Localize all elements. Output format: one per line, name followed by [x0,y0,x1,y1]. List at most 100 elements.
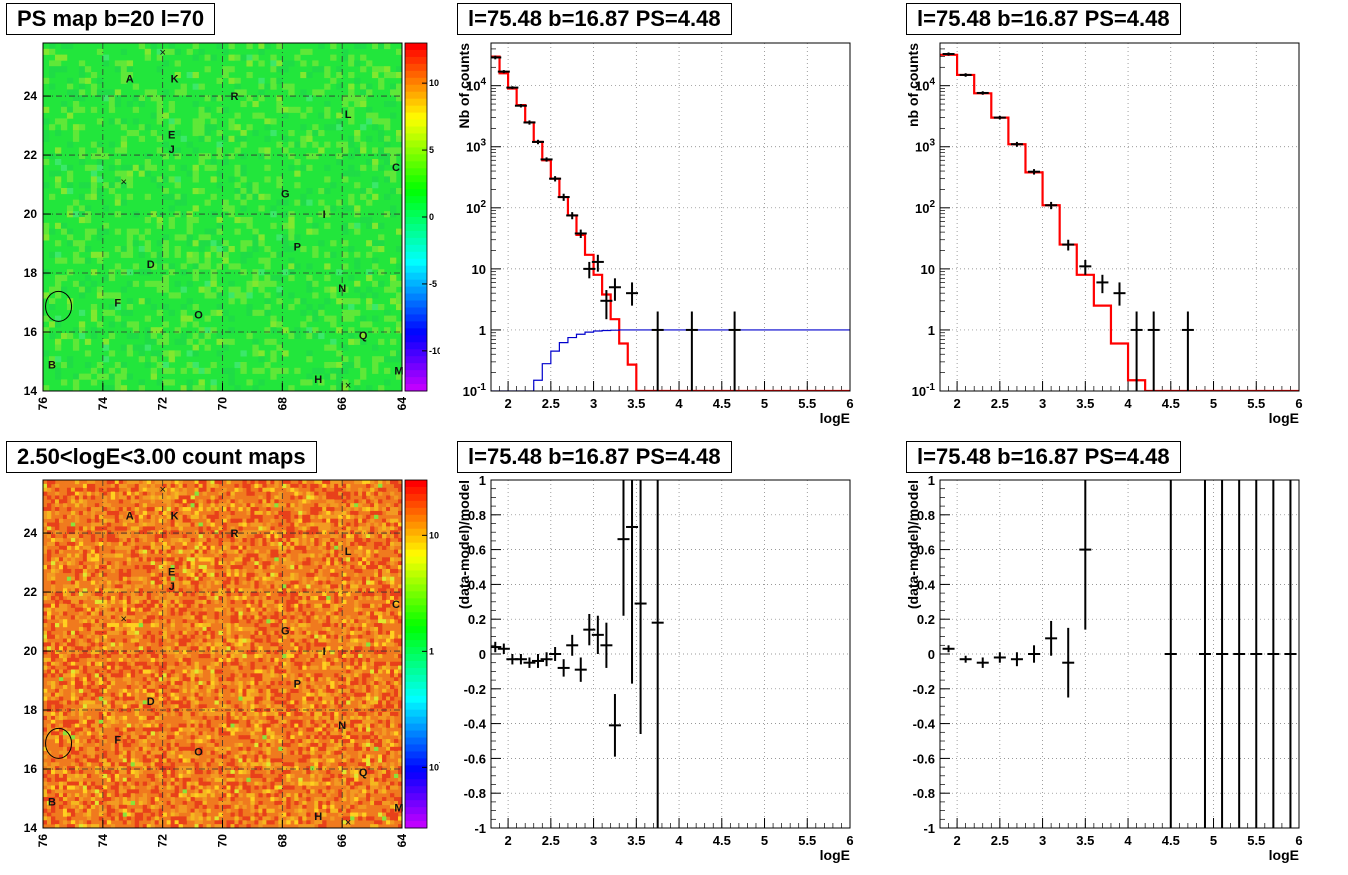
map-pixel [66,739,72,744]
map-pixel [354,95,361,102]
map-pixel [206,781,211,786]
map-pixel [270,338,277,345]
map-pixel [114,228,122,235]
map-pixel [294,712,299,717]
map-pixel [50,665,56,670]
map-pixel [354,170,361,177]
map-pixel [114,770,120,775]
map-pixel [266,777,271,782]
map-pixel [84,164,92,171]
map-pixel [102,712,108,717]
map-pixel [142,804,148,809]
map-pixel [202,812,207,817]
map-pixel [182,789,187,794]
map-pixel [286,735,291,740]
map-pixel [54,495,60,500]
map-pixel [298,793,303,798]
map-pixel [146,824,151,829]
map-pixel [182,681,187,686]
map-pixel [298,727,303,732]
map-pixel [170,762,175,767]
map-pixel [146,545,151,550]
map-pixel [290,723,295,728]
map-pixel [288,164,295,171]
map-pixel [58,518,64,523]
map-pixel [86,491,92,496]
map-pixel [142,491,148,496]
plot-frame [939,42,1300,392]
map-pixel [204,234,211,241]
map-pixel [318,240,325,247]
map-pixel [94,638,100,643]
map-pixel [214,530,219,535]
map-pixel [252,228,259,235]
map-pixel [206,522,211,527]
map-pixel [378,280,385,287]
map-pixel [178,561,183,566]
map-pixel [66,781,72,786]
map-pixel [274,534,279,539]
colorbar-segment [405,335,427,343]
map-pixel [158,534,163,539]
map-pixel [158,545,163,550]
colorbar-segment [405,342,427,350]
map-pixel [258,681,263,686]
map-pixel [162,89,169,96]
map-pixel [78,681,84,686]
map-pixel [258,742,263,748]
map-pixel [258,688,263,693]
map-pixel [270,688,275,693]
map-pixel [222,781,227,786]
map-pixel [58,646,64,651]
map-pixel [246,54,253,61]
map-pixel [130,762,136,767]
map-pixel [134,723,140,728]
map-pixel [106,580,112,585]
map-pixel [82,785,88,790]
map-pixel [66,719,72,724]
map-pixel [216,170,223,177]
map-pixel [198,704,203,709]
map-pixel [94,793,100,798]
map-pixel [218,596,223,601]
map-pixel [222,789,227,794]
map-pixel [150,507,155,512]
map-pixel [282,211,289,218]
map-pixel [58,669,64,674]
map-pixel [252,54,259,61]
map-pixel [134,638,140,643]
map-pixel [162,565,167,570]
map-pixel [108,269,116,276]
map-pixel [270,758,275,763]
map-pixel [126,507,132,512]
map-pixel [354,362,361,369]
map-pixel [294,816,299,821]
map-pixel [286,514,291,519]
map-pixel [84,373,92,380]
map-pixel [198,619,203,624]
map-pixel [66,545,72,550]
map-pixel [66,642,72,647]
map-pixel [246,518,251,523]
map-pixel [98,816,104,821]
map-pixel [78,495,84,500]
map-pixel [126,766,132,771]
map-pixel [170,557,175,562]
map-pixel [78,280,86,287]
map-pixel [146,480,151,485]
map-pixel [120,72,128,79]
map-pixel [238,727,243,732]
map-pixel [210,619,215,624]
map-pixel [198,379,205,386]
map-pixel [354,130,361,137]
map-pixel [282,147,289,154]
map-pixel [254,553,259,558]
map-pixel [114,263,122,270]
map-pixel [134,545,140,550]
map-pixel [276,321,283,328]
map-pixel [288,234,295,241]
map-pixel [230,491,235,496]
map-pixel [218,646,223,651]
map-pixel [130,626,136,632]
map-pixel [214,596,219,601]
